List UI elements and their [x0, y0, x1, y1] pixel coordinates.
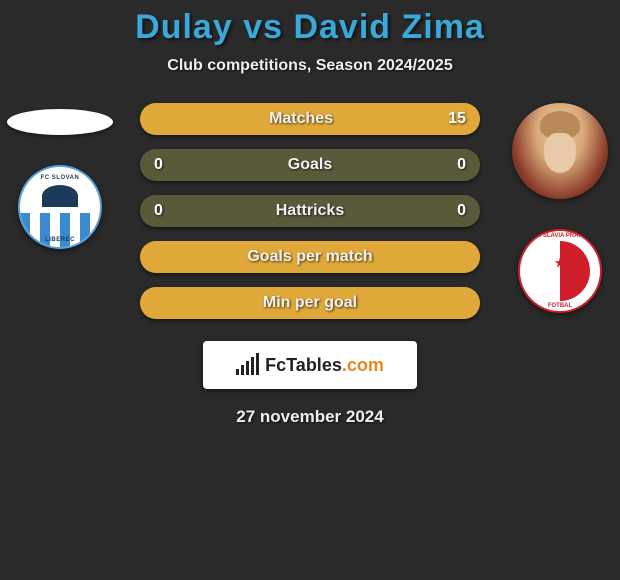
club-text-top-right: SK SLAVIA PRAHA — [520, 233, 600, 239]
logo-text-b: .com — [342, 355, 384, 375]
club-text-top-left: FC SLOVAN — [20, 175, 100, 181]
logo-text: FcTables.com — [265, 355, 384, 376]
stat-row: 0 Hattricks 0 — [140, 195, 480, 227]
stat-label: Min per goal — [263, 294, 357, 312]
star-icon: ★ — [554, 255, 567, 272]
fctables-logo: FcTables.com — [203, 341, 417, 389]
stat-row: Goals per match — [140, 241, 480, 273]
stat-row: Min per goal — [140, 287, 480, 319]
left-column: FC SLOVAN LIBEREC — [10, 103, 110, 249]
stat-value-right: 15 — [448, 110, 466, 128]
stat-row: Matches 15 — [140, 103, 480, 135]
club-badge-slavia-icon: SK SLAVIA PRAHA ★ FOTBAL — [518, 229, 602, 313]
logo-text-a: FcTables — [265, 355, 342, 375]
stat-label: Matches — [269, 110, 333, 128]
club-badge-slovan-icon: FC SLOVAN LIBEREC — [18, 165, 102, 249]
stat-value-left: 0 — [154, 156, 163, 174]
bar-chart-icon — [236, 355, 259, 375]
right-column: SK SLAVIA PRAHA ★ FOTBAL — [510, 103, 610, 313]
stat-value-left: 0 — [154, 202, 163, 220]
player-photo-right — [512, 103, 608, 199]
stat-row: 0 Goals 0 — [140, 149, 480, 181]
main-area: FC SLOVAN LIBEREC SK SLAVIA PRAHA ★ FOTB… — [0, 103, 620, 319]
page-title: Dulay vs David Zima — [0, 8, 620, 47]
club-text-bottom-right: FOTBAL — [520, 303, 600, 309]
stat-label: Goals per match — [247, 248, 372, 266]
date-text: 27 november 2024 — [0, 407, 620, 427]
subtitle: Club competitions, Season 2024/2025 — [0, 57, 620, 75]
stats-list: Matches 15 0 Goals 0 0 Hattricks 0 Goals per mat… — [140, 103, 480, 319]
club-text-bottom-left: LIBEREC — [20, 237, 100, 243]
player-placeholder-left — [7, 109, 113, 135]
stat-label: Hattricks — [276, 202, 344, 220]
comparison-infographic: Dulay vs David Zima Club competitions, S… — [0, 0, 620, 427]
stat-value-right: 0 — [457, 156, 466, 174]
stat-label: Goals — [288, 156, 332, 174]
stat-value-right: 0 — [457, 202, 466, 220]
